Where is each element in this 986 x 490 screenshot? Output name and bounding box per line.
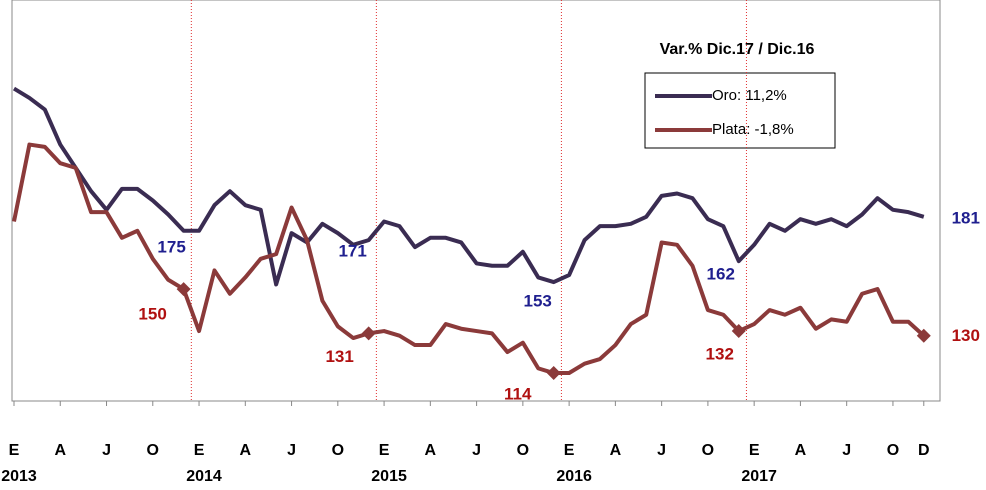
x-tick-label: J [287, 442, 296, 459]
data-label: 114 [504, 385, 532, 404]
year-label: 2017 [741, 468, 777, 485]
data-label: 131 [325, 347, 353, 366]
data-label: 150 [138, 305, 166, 324]
x-tick-label: O [702, 442, 714, 459]
point-marker [361, 326, 376, 341]
year-label: 2015 [371, 468, 407, 485]
x-tick-label: A [425, 442, 437, 459]
data-label: 162 [707, 265, 735, 284]
x-tick-label: A [240, 442, 252, 459]
plot-frame [11, 0, 941, 402]
x-tick-label: J [842, 442, 851, 459]
data-label: 171 [338, 242, 366, 261]
legend-box [644, 72, 836, 149]
data-label: 130 [952, 326, 980, 345]
data-label: 132 [706, 345, 734, 364]
x-tick-label: D [918, 442, 930, 459]
year-label: 2014 [186, 468, 222, 485]
series-line [12, 142, 926, 376]
x-tick-label: E [379, 442, 390, 459]
x-tick-label: J [472, 442, 481, 459]
x-tick-label: O [147, 442, 159, 459]
legend-label: Oro: 11,2% [712, 87, 787, 104]
x-tick-label: J [102, 442, 111, 459]
x-tick-label: J [657, 442, 666, 459]
x-tick-label: E [194, 442, 205, 459]
legend-label: Plata: -1,8% [712, 121, 794, 138]
x-tick-label: E [564, 442, 575, 459]
x-tick-label: A [54, 442, 66, 459]
point-marker [916, 328, 931, 343]
x-tick-label: A [795, 442, 807, 459]
legend-title: Var.% Dic.17 / Dic.16 [660, 41, 815, 58]
point-marker [176, 282, 191, 297]
point-marker [731, 324, 746, 339]
year-label: 2013 [1, 468, 37, 485]
data-label: 153 [524, 292, 552, 311]
x-tick-label: E [749, 442, 760, 459]
x-tick-label: O [517, 442, 529, 459]
data-label: 175 [157, 237, 185, 256]
year-label: 2016 [556, 468, 592, 485]
data-label: 181 [952, 208, 980, 227]
x-tick-label: O [332, 442, 344, 459]
x-tick-label: E [9, 442, 20, 459]
series-line [12, 86, 925, 287]
point-marker [546, 366, 561, 381]
x-tick-label: O [887, 442, 899, 459]
x-tick-label: A [610, 442, 622, 459]
